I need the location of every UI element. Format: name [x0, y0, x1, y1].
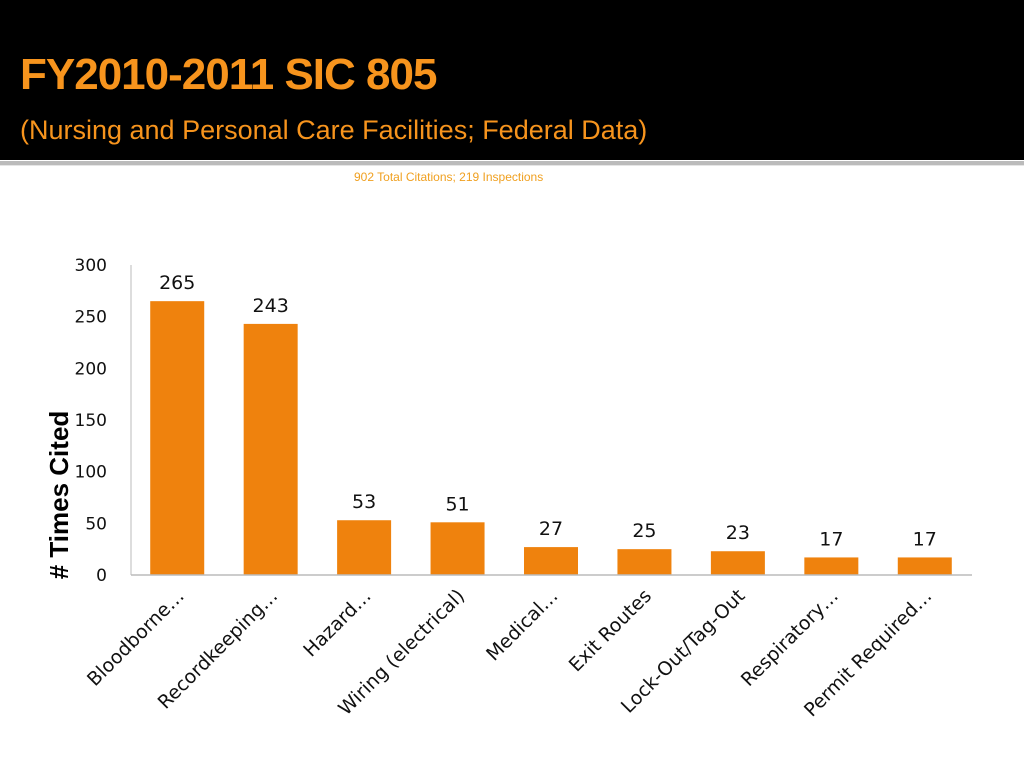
slide-subtitle: (Nursing and Personal Care Facilities; F… [20, 115, 648, 145]
data-label: 243 [253, 295, 289, 317]
x-tick-label: Respiratory… [737, 585, 843, 691]
x-tick-label: Bloodborne… [83, 585, 189, 691]
data-label: 17 [819, 528, 843, 550]
x-tick-label: Exit Routes [565, 585, 656, 676]
y-tick-label: 100 [75, 463, 107, 483]
bar [617, 549, 672, 575]
chart-note: 902 Total Citations; 219 Inspections [354, 170, 544, 184]
bar [524, 547, 578, 575]
data-label: 265 [159, 272, 195, 294]
y-tick-label: 50 [85, 514, 107, 534]
bar [710, 551, 765, 575]
data-label: 23 [726, 522, 750, 544]
y-axis-title: # Times Cited [44, 411, 74, 580]
y-tick-label: 150 [75, 411, 107, 431]
bar [430, 522, 485, 575]
bar [243, 323, 298, 575]
x-tick-label: Hazard… [299, 585, 375, 661]
data-label: 27 [539, 518, 563, 540]
data-label: 17 [913, 528, 937, 550]
slide-header: FY2010-2011 SIC 805 (Nursing and Persona… [0, 0, 1024, 160]
y-tick-label: 250 [75, 308, 107, 328]
bar [337, 520, 392, 575]
slide-title: FY2010-2011 SIC 805 [20, 50, 437, 99]
bar [897, 557, 952, 575]
data-label: 53 [352, 491, 376, 513]
y-tick-label: 200 [75, 359, 107, 379]
y-tick-label: 0 [96, 566, 107, 586]
bar [804, 557, 859, 575]
y-tick-label: 300 [75, 256, 107, 276]
header-divider [0, 161, 1024, 166]
x-tick-label: Medical… [482, 585, 562, 665]
data-label: 25 [632, 520, 656, 542]
bar [150, 301, 205, 575]
data-label: 51 [445, 493, 469, 515]
